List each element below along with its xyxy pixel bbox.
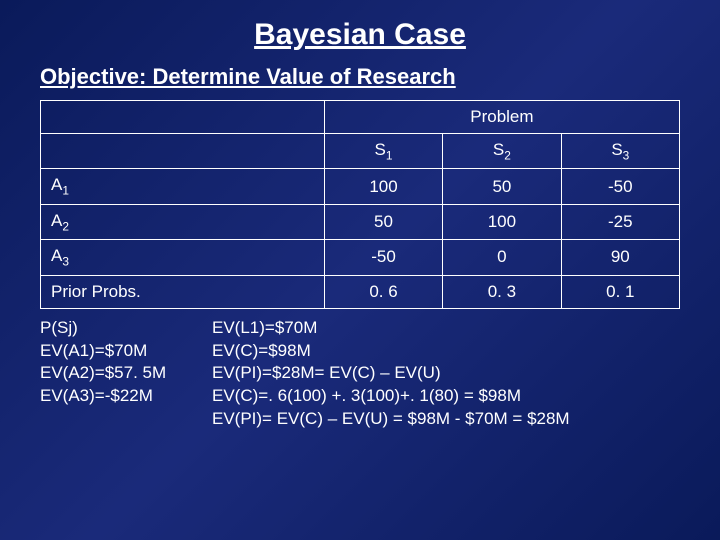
table-col-header-row: S1 S2 S3 (41, 134, 680, 169)
note-line: EV(C)=. 6(100) +. 3(100)+. 1(80) = $98M (212, 385, 680, 408)
row-label-a1: A1 (41, 169, 325, 204)
cell: 50 (324, 204, 442, 239)
col-header-s2: S2 (443, 134, 561, 169)
table-row: A2 50 100 -25 (41, 204, 680, 239)
cell: -50 (561, 169, 679, 204)
slide-title: Bayesian Case (40, 18, 680, 52)
table-span-header-row: Problem (41, 101, 680, 134)
col-header-s1: S1 (324, 134, 442, 169)
cell: 100 (443, 204, 561, 239)
cell: 0. 1 (561, 275, 679, 308)
table-row: A3 -50 0 90 (41, 240, 680, 275)
table-row: A1 100 50 -50 (41, 169, 680, 204)
note-line: P(Sj) (40, 317, 200, 340)
cell: -50 (324, 240, 442, 275)
note-line: EV(PI)= EV(C) – EV(U) = $98M - $70M = $2… (212, 408, 680, 431)
note-line: EV(A2)=$57. 5M (40, 362, 200, 385)
note-line: EV(C)=$98M (212, 340, 680, 363)
note-line: EV(L1)=$70M (212, 317, 680, 340)
empty-cell (41, 134, 325, 169)
problem-header-cell: Problem (324, 101, 679, 134)
cell: 90 (561, 240, 679, 275)
empty-cell (41, 101, 325, 134)
bottom-right-col: EV(L1)=$70M EV(C)=$98M EV(PI)=$28M= EV(C… (212, 317, 680, 432)
cell: -25 (561, 204, 679, 239)
bottom-left-col: P(Sj) EV(A1)=$70M EV(A2)=$57. 5M EV(A3)=… (40, 317, 200, 432)
row-label-prior: Prior Probs. (41, 275, 325, 308)
bottom-notes: P(Sj) EV(A1)=$70M EV(A2)=$57. 5M EV(A3)=… (40, 317, 680, 432)
note-line: EV(A3)=-$22M (40, 385, 200, 408)
note-line: EV(PI)=$28M= EV(C) – EV(U) (212, 362, 680, 385)
cell: 0 (443, 240, 561, 275)
cell: 0. 3 (443, 275, 561, 308)
table-row: Prior Probs. 0. 6 0. 3 0. 1 (41, 275, 680, 308)
slide-subtitle: Objective: Determine Value of Research (40, 64, 680, 90)
cell: 0. 6 (324, 275, 442, 308)
col-header-s3: S3 (561, 134, 679, 169)
row-label-a2: A2 (41, 204, 325, 239)
cell: 100 (324, 169, 442, 204)
note-line: EV(A1)=$70M (40, 340, 200, 363)
cell: 50 (443, 169, 561, 204)
row-label-a3: A3 (41, 240, 325, 275)
payoff-table: Problem S1 S2 S3 A1 100 50 -50 A2 50 100… (40, 100, 680, 309)
